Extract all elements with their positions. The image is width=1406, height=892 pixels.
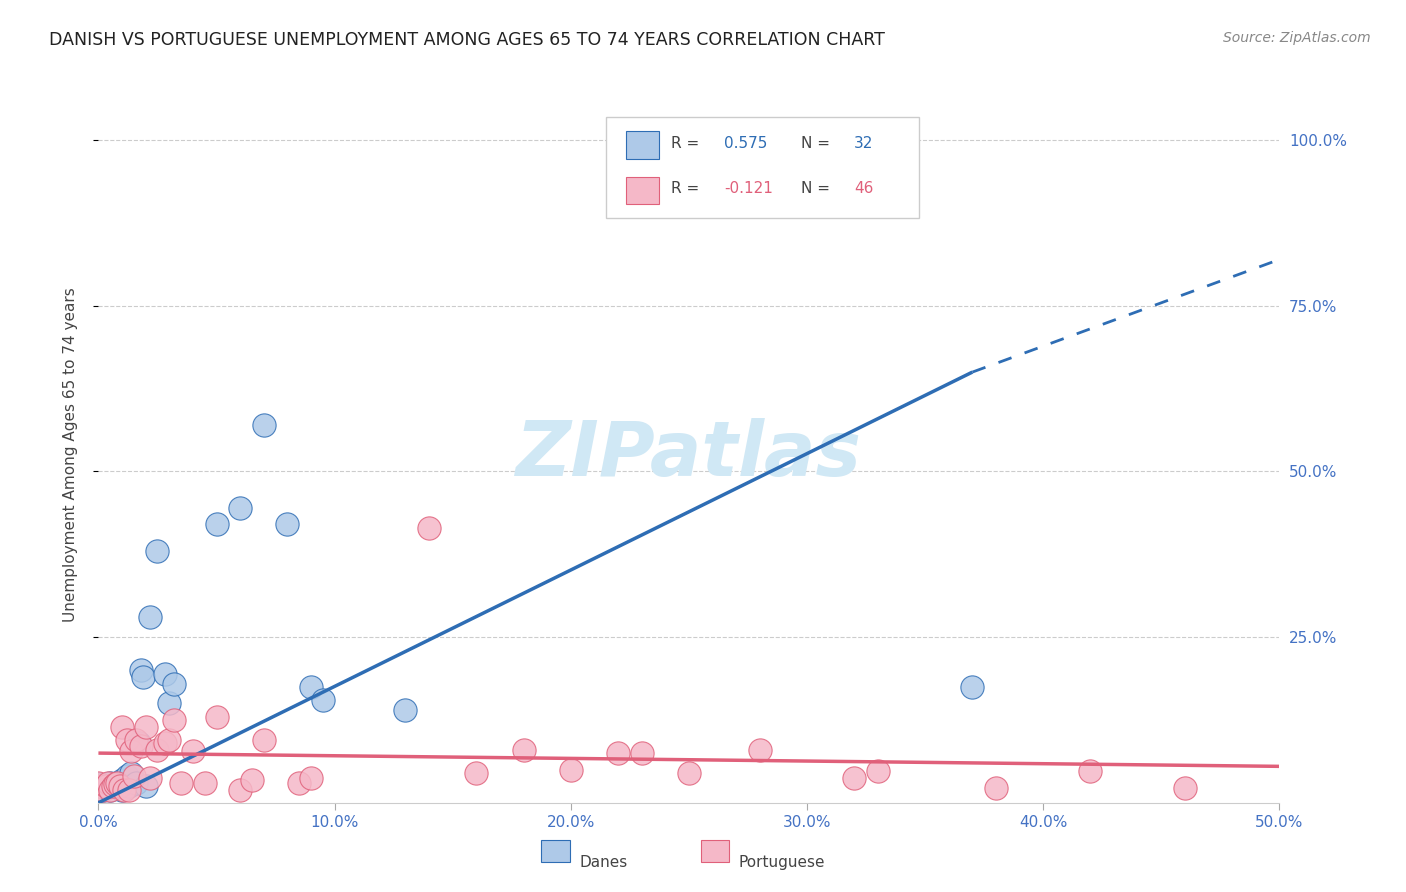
Point — [94, 779, 117, 793]
Point — [104, 777, 127, 791]
Point — [253, 418, 276, 433]
Point — [984, 781, 1007, 796]
Point — [181, 744, 204, 758]
Point — [229, 782, 252, 797]
Point — [299, 680, 322, 694]
Point — [153, 736, 176, 750]
Point — [844, 771, 866, 785]
Point — [866, 764, 889, 778]
Point — [205, 709, 228, 723]
Text: -0.121: -0.121 — [724, 181, 773, 195]
Text: R =: R = — [671, 136, 704, 151]
Point — [394, 703, 416, 717]
Point — [108, 779, 131, 793]
Point — [512, 743, 534, 757]
Y-axis label: Unemployment Among Ages 65 to 74 years: Unemployment Among Ages 65 to 74 years — [63, 287, 77, 623]
Point — [125, 776, 148, 790]
Text: Portuguese: Portuguese — [738, 855, 825, 870]
Text: Danes: Danes — [579, 855, 627, 870]
Text: DANISH VS PORTUGUESE UNEMPLOYMENT AMONG AGES 65 TO 74 YEARS CORRELATION CHART: DANISH VS PORTUGUESE UNEMPLOYMENT AMONG … — [49, 31, 886, 49]
Point — [87, 776, 110, 790]
Point — [630, 746, 652, 760]
Text: 46: 46 — [855, 181, 873, 195]
Point — [170, 776, 193, 790]
Point — [115, 769, 138, 783]
Text: N =: N = — [801, 136, 835, 151]
Point — [98, 776, 121, 790]
Point — [105, 776, 128, 790]
Text: N =: N = — [801, 181, 835, 195]
Point — [111, 782, 134, 797]
Point — [1174, 781, 1197, 796]
Point — [125, 732, 148, 747]
Point — [135, 779, 157, 793]
Point — [94, 781, 117, 796]
Text: Source: ZipAtlas.com: Source: ZipAtlas.com — [1223, 31, 1371, 45]
Point — [112, 782, 135, 797]
Point — [607, 746, 630, 760]
Point — [98, 782, 121, 797]
Point — [678, 766, 700, 780]
Point — [115, 732, 138, 747]
Text: R =: R = — [671, 181, 704, 195]
Point — [135, 720, 157, 734]
Text: ZIPatlas: ZIPatlas — [516, 418, 862, 491]
Point — [104, 779, 127, 793]
Point — [194, 776, 217, 790]
Point — [276, 517, 298, 532]
Text: 0.575: 0.575 — [724, 136, 768, 151]
Point — [101, 779, 124, 793]
FancyBboxPatch shape — [606, 118, 920, 219]
Point — [118, 782, 141, 797]
Point — [560, 763, 582, 777]
Point — [748, 743, 770, 757]
Point — [129, 739, 152, 754]
Point — [465, 766, 488, 780]
Point — [139, 771, 162, 785]
Point — [91, 782, 114, 797]
Point — [91, 782, 114, 797]
Point — [97, 776, 120, 790]
Point — [1080, 764, 1102, 778]
Point — [105, 776, 128, 790]
Point — [253, 732, 276, 747]
Point — [118, 779, 141, 793]
Point — [418, 521, 440, 535]
Point — [111, 720, 134, 734]
Point — [98, 782, 121, 797]
Point — [87, 777, 110, 791]
Point — [111, 772, 134, 787]
Bar — [541, 839, 569, 862]
Point — [163, 676, 186, 690]
Point — [153, 666, 176, 681]
Point — [122, 769, 145, 783]
Point — [132, 670, 155, 684]
Bar — [700, 839, 730, 862]
Bar — [626, 131, 659, 159]
Point — [962, 680, 984, 694]
Point — [312, 693, 335, 707]
Point — [128, 736, 150, 750]
Point — [121, 744, 143, 758]
Point — [146, 544, 169, 558]
Point — [87, 779, 110, 793]
Text: 32: 32 — [855, 136, 873, 151]
Bar — [626, 177, 659, 204]
Point — [157, 732, 180, 747]
Point — [87, 782, 110, 797]
Point — [139, 610, 162, 624]
Point — [163, 713, 186, 727]
Point — [288, 776, 311, 790]
Point — [157, 697, 180, 711]
Point — [299, 771, 322, 785]
Point — [146, 743, 169, 757]
Point — [97, 779, 120, 793]
Point — [240, 772, 263, 787]
Point — [129, 663, 152, 677]
Point — [121, 766, 143, 780]
Point — [229, 500, 252, 515]
Point — [205, 517, 228, 532]
